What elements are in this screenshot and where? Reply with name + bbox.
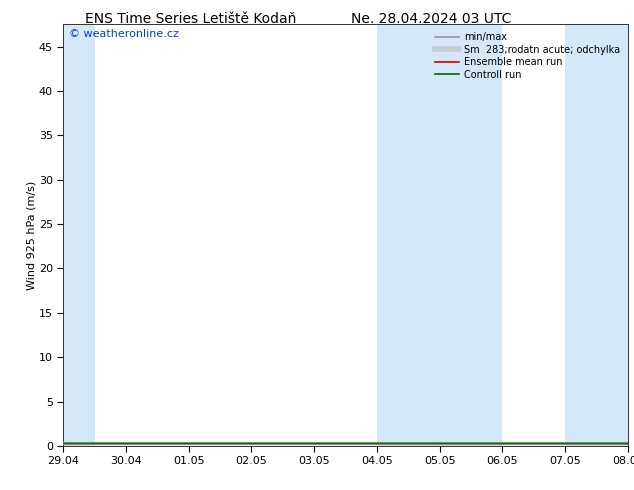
Bar [63,24,94,446]
Legend: min/max, Sm  283;rodatn acute; odchylka, Ensemble mean run, Controll run: min/max, Sm 283;rodatn acute; odchylka, … [432,29,623,82]
Text: ENS Time Series Letiště Kodaň: ENS Time Series Letiště Kodaň [84,12,296,26]
Bar [565,24,628,446]
Text: © weatheronline.cz: © weatheronline.cz [69,29,179,39]
Text: Ne. 28.04.2024 03 UTC: Ne. 28.04.2024 03 UTC [351,12,511,26]
Y-axis label: Wind 925 hPa (m/s): Wind 925 hPa (m/s) [26,181,36,290]
Bar [377,24,502,446]
